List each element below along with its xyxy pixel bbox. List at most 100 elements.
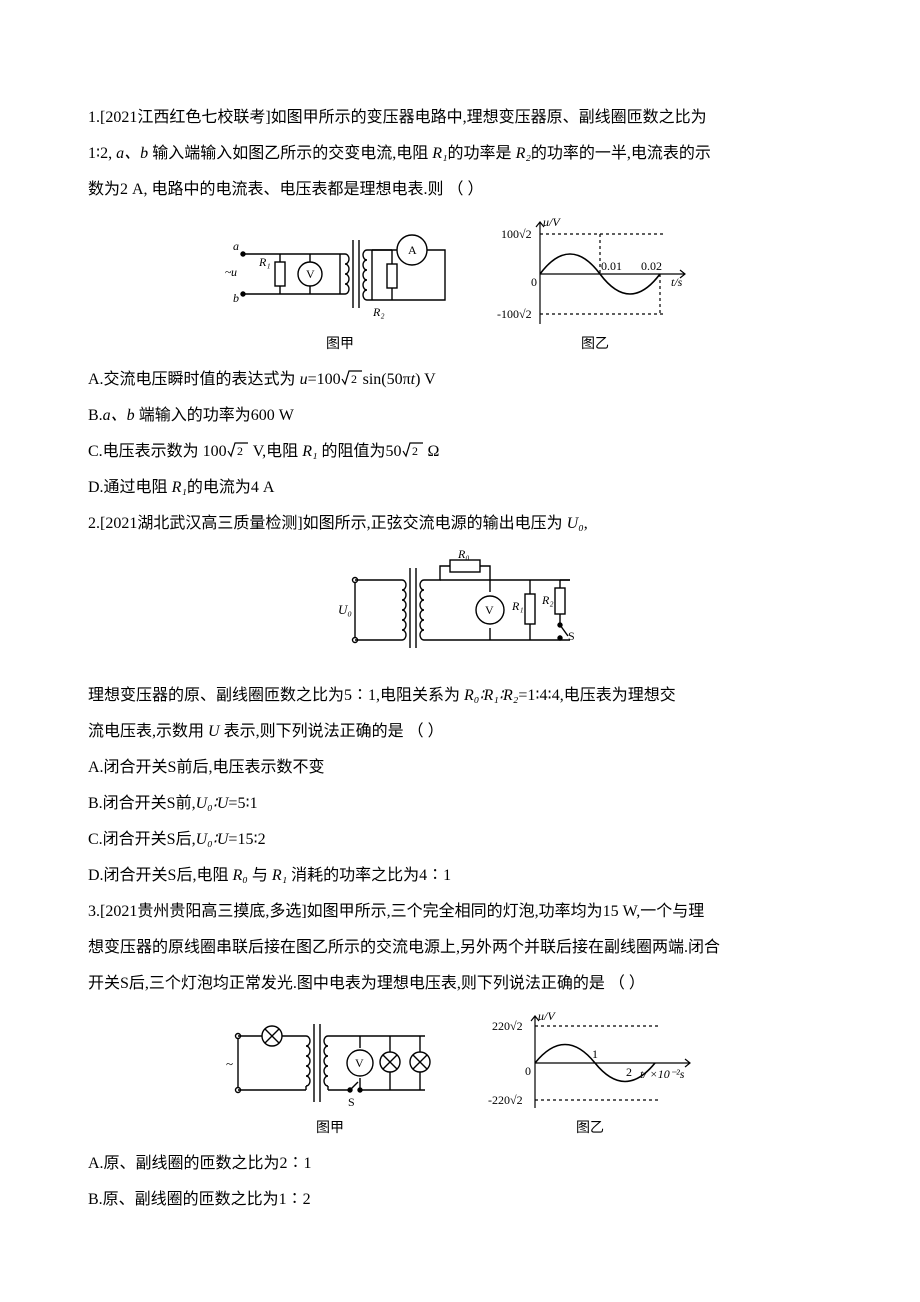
q2-optB: B.闭合开关S前,U₀∶U=5∶1 — [88, 786, 832, 822]
sqrt2-icon: 2 — [341, 369, 363, 386]
q1-optA: A.交流电压瞬时值的表达式为 u=1002sin(50πt) V — [88, 362, 832, 398]
q1-optC: C.电压表示数为 1002 V,电阻 R₁ 的阻值为502 Ω — [88, 434, 832, 470]
q1-optB-b: a、b — [103, 407, 139, 424]
q2-U0: U₀ — [338, 602, 352, 617]
q2-optD-c: 与 — [248, 867, 272, 884]
q1-l2b: a、b — [116, 145, 152, 162]
q1-optC-b: V,电阻 — [249, 443, 303, 460]
q3-tilde: ~ — [226, 1056, 233, 1071]
q3-graph-caption: 图乙 — [576, 1122, 604, 1136]
q1-l2f: R₂ — [516, 145, 531, 162]
q1-x2: 0.02 — [641, 259, 662, 273]
q2-optC: C.闭合开关S后,U₀∶U=15∶2 — [88, 822, 832, 858]
q2-l2c: =1∶4∶4,电压表为理想交 — [518, 687, 675, 704]
q2-figure: U₀ R₀ V R₁ — [88, 548, 832, 668]
q3-figures: ~ V — [88, 1008, 832, 1136]
q1-ymin: -100√2 — [497, 307, 532, 321]
q1-graph-caption: 图乙 — [581, 338, 609, 352]
q2-R0: R₀ — [457, 548, 470, 561]
svg-text:2: 2 — [237, 444, 243, 458]
q1-graph-block: u/V t/s 100√2 -100√2 0 0.01 0.02 图乙 — [495, 214, 695, 352]
q3-ymin: -220√2 — [488, 1093, 523, 1107]
q1-optB-a: B. — [88, 407, 103, 424]
q3-optB: B.原、副线圈的匝数之比为1∶2 — [88, 1182, 832, 1218]
q1-l2c: 输入端输入如图乙所示的交变电流,电阻 — [152, 145, 432, 162]
q2-optC-a: C.闭合开关S后, — [88, 831, 196, 848]
q1-circuit-svg: a b ~ u R₁ V — [225, 214, 455, 334]
q2-R1: R₁ — [511, 599, 524, 613]
q1-circuit-caption: 图甲 — [326, 338, 354, 352]
q3-ymax: 220√2 — [492, 1019, 523, 1033]
q2-optD-b: R₀ — [232, 867, 247, 884]
q2-optB-c: =5∶1 — [228, 795, 257, 812]
q2-optD: D.闭合开关S后,电阻 R₀ 与 R₁ 消耗的功率之比为4∶1 — [88, 858, 832, 894]
q1-optA-b: u — [300, 371, 308, 388]
q3-ylabel: u/V — [538, 1009, 556, 1023]
q3-line3: 开关S后,三个灯泡均正常发光.图中电表为理想电压表,则下列说法正确的是 （ ） — [88, 966, 832, 1002]
q2-line2: 理想变压器的原、副线圈匝数之比为5∶1,电阻关系为 R₀∶R₁∶R₂=1∶4∶4… — [88, 678, 832, 714]
q2-optD-d: R₁ — [272, 867, 287, 884]
label-u: u — [231, 265, 237, 279]
q1-figures: a b ~ u R₁ V — [88, 214, 832, 352]
q2-optC-b: U₀∶U — [196, 831, 229, 848]
q1-x1: 0.01 — [601, 259, 622, 273]
q1-optB-c: 端输入的功率为600 W — [139, 407, 294, 424]
sqrt2-icon: 2 — [227, 441, 249, 458]
q2-l3a: 流电压表,示数用 — [88, 723, 208, 740]
q1-optD-a: D.通过电阻 — [88, 479, 172, 496]
q3-V: V — [355, 1056, 364, 1070]
q3-graph-svg: u/V t/ ×10⁻²s 220√2 -220√2 0 1 2 — [480, 1008, 700, 1118]
q1-ymax: 100√2 — [501, 227, 532, 241]
q3-S: S — [348, 1095, 355, 1109]
q3-circuit-block: ~ V — [220, 1008, 440, 1136]
q2-l1b: U₀ — [567, 515, 584, 532]
q2-line3: 流电压表,示数用 U 表示,则下列说法正确的是 （ ） — [88, 714, 832, 750]
q2-l3c: 表示,则下列说法正确的是 （ ） — [220, 723, 444, 740]
sqrt2-icon: 2 — [402, 441, 424, 458]
q2-l3b: U — [208, 723, 220, 740]
q2-V: V — [485, 603, 494, 617]
q1-ylabel: u/V — [543, 215, 561, 229]
q1-optD-b: R₁ — [172, 479, 187, 496]
q1-optC-a: C.电压表示数为 100 — [88, 443, 227, 460]
q2-optD-a: D.闭合开关S后,电阻 — [88, 867, 232, 884]
q1-l2d: R₁ — [432, 145, 447, 162]
label-a: a — [233, 239, 239, 253]
q3-optA: A.原、副线圈的匝数之比为2∶1 — [88, 1146, 832, 1182]
q1-line3: 数为2 A, 电路中的电流表、电压表都是理想电表.则 （ ） — [88, 172, 832, 208]
q1-optD-c: 的电流为4 A — [187, 479, 275, 496]
q3-line2: 想变压器的原线圈串联后接在图乙所示的交流电源上,另外两个并联后接在副线圈两端.闭… — [88, 930, 832, 966]
label-b: b — [233, 291, 239, 305]
q3-graph-block: u/V t/ ×10⁻²s 220√2 -220√2 0 1 2 图乙 — [480, 1008, 700, 1136]
q1-l2e: 的功率是 — [448, 145, 516, 162]
label-R2: R₂ — [372, 305, 385, 319]
q2-l2a: 理想变压器的原、副线圈匝数之比为5∶1,电阻关系为 — [88, 687, 464, 704]
label-V: V — [306, 267, 315, 281]
q1-line2: 1∶2, a、b 输入端输入如图乙所示的交变电流,电阻 R₁的功率是 R₂的功率… — [88, 136, 832, 172]
q2-optB-a: B.闭合开关S前, — [88, 795, 196, 812]
q1-optA-c: =100 — [308, 371, 341, 388]
label-A: A — [408, 243, 417, 257]
q1-optC-e: Ω — [424, 443, 440, 460]
q2-l1c: , — [584, 515, 588, 532]
q1-optC-c: R₁ — [302, 443, 317, 460]
q2-optD-e: 消耗的功率之比为4∶1 — [287, 867, 451, 884]
q1-optA-a: A.交流电压瞬时值的表达式为 — [88, 371, 300, 388]
q1-optC-d: 的阻值为50 — [318, 443, 402, 460]
q1-optA-d: sin(50π — [363, 371, 411, 388]
q1-graph-svg: u/V t/s 100√2 -100√2 0 0.01 0.02 — [495, 214, 695, 334]
svg-text:2: 2 — [351, 372, 357, 386]
q2-l2b: R₀∶R₁∶R₂ — [464, 687, 518, 704]
q1-l2a: 1∶2, — [88, 145, 116, 162]
q1-x0: 0 — [531, 275, 537, 289]
q2-optC-c: =15∶2 — [228, 831, 265, 848]
q1-optA-f: ) V — [415, 371, 436, 388]
q3-xlabel: t/ ×10⁻²s — [640, 1067, 685, 1081]
q1-optD: D.通过电阻 R₁的电流为4 A — [88, 470, 832, 506]
q1-l2g: 的功率的一半,电流表的示 — [531, 145, 711, 162]
q2-optB-b: U₀∶U — [196, 795, 229, 812]
q2-line1: 2.[2021湖北武汉高三质量检测]如图所示,正弦交流电源的输出电压为 U₀, — [88, 506, 832, 542]
q2-S: S — [568, 629, 575, 643]
q2-optA: A.闭合开关S前后,电压表示数不变 — [88, 750, 832, 786]
label-R1: R₁ — [258, 255, 271, 269]
